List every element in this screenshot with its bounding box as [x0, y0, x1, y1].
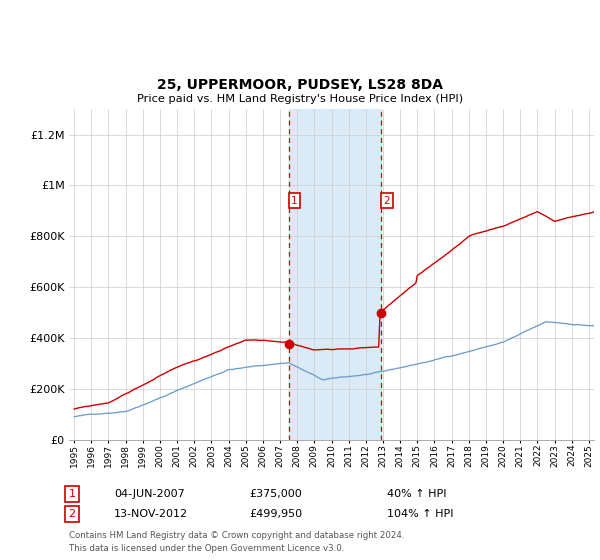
- Text: 104% ↑ HPI: 104% ↑ HPI: [387, 509, 454, 519]
- Text: Price paid vs. HM Land Registry's House Price Index (HPI): Price paid vs. HM Land Registry's House …: [137, 94, 463, 104]
- Bar: [289, 109, 381, 440]
- Text: 2: 2: [68, 509, 76, 519]
- Text: 40% ↑ HPI: 40% ↑ HPI: [387, 489, 446, 499]
- Text: 04-JUN-2007: 04-JUN-2007: [114, 489, 185, 499]
- Text: Contains HM Land Registry data © Crown copyright and database right 2024.
This d: Contains HM Land Registry data © Crown c…: [69, 531, 404, 553]
- Text: 1: 1: [68, 489, 76, 499]
- Text: 13-NOV-2012: 13-NOV-2012: [114, 509, 188, 519]
- Text: £375,000: £375,000: [249, 489, 302, 499]
- Text: 2: 2: [383, 195, 390, 206]
- Text: 25, UPPERMOOR, PUDSEY, LS28 8DA: 25, UPPERMOOR, PUDSEY, LS28 8DA: [157, 78, 443, 92]
- Text: 1: 1: [291, 195, 298, 206]
- Text: £499,950: £499,950: [249, 509, 302, 519]
